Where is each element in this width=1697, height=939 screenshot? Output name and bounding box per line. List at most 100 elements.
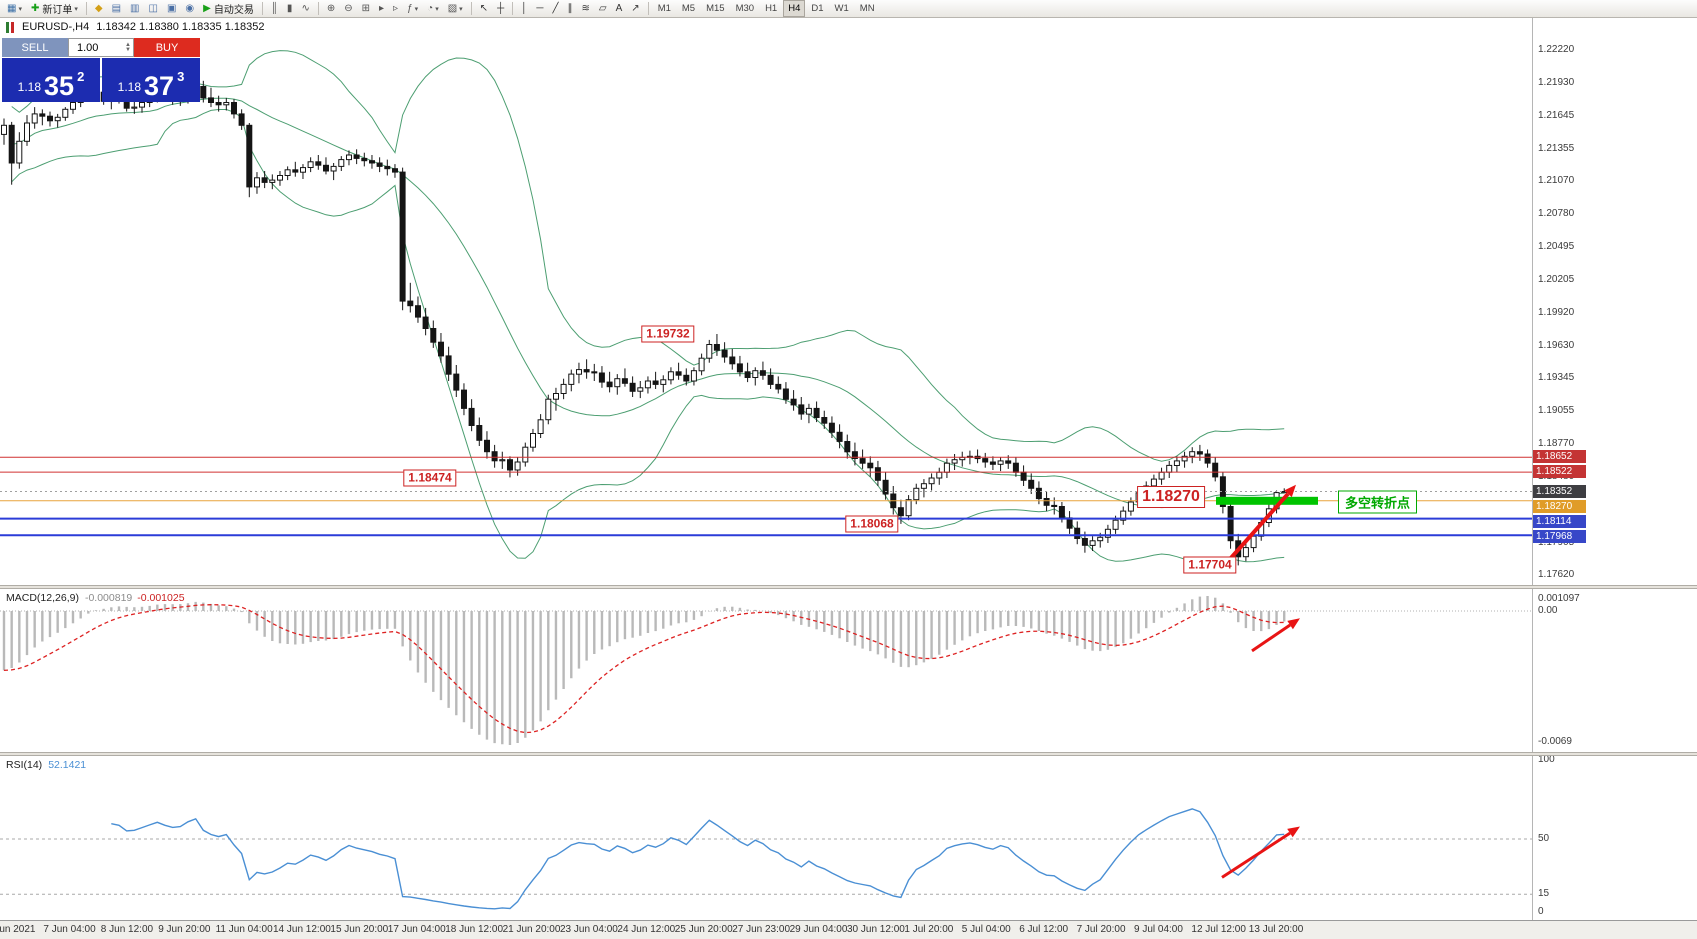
symbol-period: EURUSD-,H4 (22, 21, 90, 33)
time-axis[interactable]: 4 Jun 2021 7 Jun 04:00 8 Jun 12:00 9 Jun 20… (0, 920, 1697, 939)
indicators-button[interactable]: ƒ ▾ (403, 0, 422, 17)
timeframe-M15[interactable]: M15 (706, 3, 725, 14)
trend-arrow[interactable] (1221, 826, 1300, 879)
crosshair-button[interactable]: ┼ (493, 0, 508, 17)
price-axis-label: 1.22220 (1538, 44, 1575, 55)
market-watch-button[interactable]: ▤ (108, 0, 125, 17)
shapes-icon: ▱ (598, 2, 607, 14)
trend-arrow[interactable] (1251, 618, 1300, 653)
autotrading-button-label: 自动交易 (213, 5, 254, 16)
time-axis-label: 4 Jun 2021 (0, 924, 36, 935)
buy-price-button[interactable]: 1.18 37 3 (102, 58, 200, 102)
equidistant-channel-icon: ∥ (567, 2, 573, 14)
timeframe-H4[interactable]: H4 (783, 0, 806, 17)
price-badge: 1.18114 (1533, 514, 1586, 528)
toolbar-separator (261, 2, 263, 15)
line-chart-button[interactable]: ∿ (297, 0, 313, 17)
auto-scroll-button[interactable]: ▸ (375, 0, 388, 17)
candles (1, 80, 1288, 566)
main-toolbar: ▦ ▾ ✚ 新订单 ▾ ◆ ▤ ▥ ◫ ▣ ◉ ▶ 自动交易 ║ ▮ ∿ ⊕ ⊖ ⊞ ▸ ▹ ƒ ▾ ◔ ▾ ▧ ▾ ↖ ┼ │ ─ ╱ ∥ ≋ ▱… (0, 0, 1697, 18)
timeframe-H1[interactable]: H1 (765, 3, 778, 14)
macd-histogram (2, 596, 1286, 745)
sell-button[interactable]: SELL (2, 38, 68, 57)
new-order-icon: ✚ (30, 2, 40, 14)
time-axis-label: 6 Jul 12:00 (1019, 924, 1069, 935)
price-badge: 1.18522 (1533, 465, 1586, 479)
timeframe-MN[interactable]: MN (859, 3, 875, 14)
price-axis-label: 1.20205 (1538, 274, 1575, 285)
bar-chart-icon: ║ (270, 2, 278, 14)
chart-shift-icon: ▹ (393, 2, 399, 14)
vertical-line-icon: │ (521, 2, 528, 14)
time-axis-label: 27 Jun 23:00 (732, 924, 791, 935)
timeframe-M1[interactable]: M1 (657, 3, 671, 14)
time-axis-label: 9 Jun 20:00 (158, 924, 211, 935)
time-axis-label: 23 Jun 04:00 (560, 924, 618, 935)
candlestick-icon (6, 21, 15, 33)
panel-separator[interactable] (0, 585, 1697, 589)
time-axis-label: 11 Jun 04:00 (215, 924, 273, 935)
price-axis-label: 1.19920 (1538, 306, 1575, 318)
zoom-out-button[interactable]: ⊖ (340, 0, 356, 17)
fibonacci-icon: ≋ (581, 2, 590, 14)
panel-separator[interactable] (0, 752, 1697, 756)
templates-button[interactable]: ▧ ▾ (444, 0, 467, 17)
price-axis-border (1532, 18, 1533, 939)
time-axis-label: 30 Jun 12:00 (847, 924, 905, 935)
arrows-tool-button[interactable]: ↗ (627, 0, 643, 17)
zoom-in-icon: ⊕ (326, 2, 336, 14)
tile-windows-button[interactable]: ⊞ (358, 0, 374, 17)
data-window-button[interactable]: ▥ (126, 0, 143, 17)
candlestick-chart-button[interactable]: ▮ (283, 0, 297, 17)
candlestick-chart-icon: ▮ (286, 2, 293, 14)
strategy-tester-button[interactable]: ◉ (181, 0, 198, 17)
toolbar-separator (85, 2, 87, 15)
arrows-tool-icon: ↗ (631, 2, 640, 14)
timeframe-D1[interactable]: D1 (811, 3, 824, 14)
toolbar-separator (647, 2, 649, 15)
price-axis-label: 1.20780 (1538, 208, 1575, 220)
periods-icon: ◔ (427, 2, 434, 14)
time-axis-label: 7 Jun 04:00 (43, 924, 96, 935)
chevron-down-icon: ▾ (414, 5, 419, 13)
timeframe-M5[interactable]: M5 (681, 3, 696, 14)
autotrading-button[interactable]: ▶ 自动交易 (199, 0, 258, 17)
timeframe-W1[interactable]: W1 (834, 3, 849, 14)
zoom-in-button[interactable]: ⊕ (323, 0, 339, 17)
terminal-icon: ▣ (166, 2, 177, 14)
equidistant-channel-button[interactable]: ∥ (564, 0, 577, 17)
time-axis-label: 1 Jul 20:00 (904, 924, 954, 935)
vertical-line-button[interactable]: │ (517, 0, 531, 17)
trendline-button[interactable]: ╱ (549, 0, 563, 17)
chevron-down-icon: ▾ (74, 5, 78, 13)
new-chart-button[interactable]: ▦ ▾ (3, 0, 26, 17)
lot-spinner[interactable]: ▲ ▼ (125, 41, 131, 53)
trend-arrow[interactable] (1228, 484, 1296, 561)
shapes-button[interactable]: ▱ (595, 0, 611, 17)
cursor-button[interactable]: ↖ (476, 0, 492, 17)
navigator-button[interactable]: ◫ (144, 0, 161, 17)
horizontal-line-icon: ─ (536, 2, 544, 14)
periods-button[interactable]: ◔ ▾ (423, 0, 443, 17)
price-axis[interactable]: 1.22220 1.21930 1.21645 1.21355 1.21070 1.207… (1538, 0, 1628, 939)
macd-indicator-label: MACD(12,26,9) -0.000819 -0.001025 (6, 592, 185, 604)
time-axis-label: 9 Jul 04:00 (1134, 924, 1183, 935)
time-axis-label: 17 Jun 04:00 (387, 924, 446, 935)
timeframe-M30[interactable]: M30 (735, 3, 755, 14)
chart-profile-button[interactable]: ◆ (91, 0, 107, 17)
time-axis-label: 14 Jun 12:00 (273, 924, 331, 935)
chart-shift-button[interactable]: ▹ (389, 0, 402, 17)
text-button[interactable]: A (612, 0, 627, 17)
lot-size-input[interactable]: 1.00 ▲ ▼ (68, 38, 134, 57)
ohlc-quote: 1.18342 1.18380 1.18335 1.18352 (96, 21, 265, 33)
terminal-button[interactable]: ▣ (163, 0, 180, 17)
sell-price-button[interactable]: 1.18 35 2 (2, 58, 100, 102)
bar-chart-button[interactable]: ║ (267, 0, 282, 17)
turning-zone-bar[interactable] (1216, 496, 1318, 505)
new-order-button[interactable]: ✚ 新订单 ▾ (27, 0, 82, 17)
horizontal-line-button[interactable]: ─ (532, 0, 547, 17)
buy-button[interactable]: BUY (134, 38, 200, 57)
fibonacci-button[interactable]: ≋ (578, 0, 594, 17)
